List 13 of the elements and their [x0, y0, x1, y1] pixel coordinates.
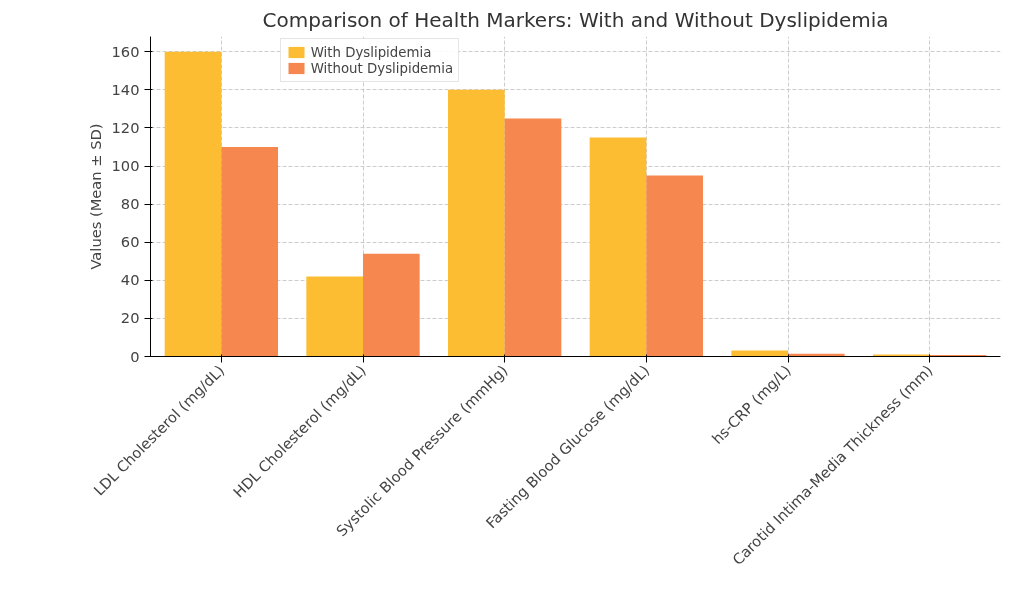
legend-label: Without Dyslipidemia — [310, 60, 454, 76]
y-tick-label: 100 — [111, 157, 140, 175]
y-axis-title: Values (Mean ± SD) — [86, 123, 104, 270]
y-tick-label: 80 — [120, 195, 140, 213]
legend-label: With Dyslipidemia — [310, 44, 432, 60]
y-tick-label: 40 — [120, 271, 140, 289]
y-tick-label: 140 — [111, 80, 140, 98]
y-tick-label: 0 — [130, 347, 140, 365]
chart-title: Comparison of Health Markers: With and Without Dyslipidemia — [262, 7, 889, 32]
y-tick-label: 20 — [120, 309, 140, 327]
y-tick-label: 120 — [111, 118, 140, 136]
y-tick-label: 60 — [120, 233, 140, 251]
y-tick-label: 160 — [111, 42, 140, 60]
